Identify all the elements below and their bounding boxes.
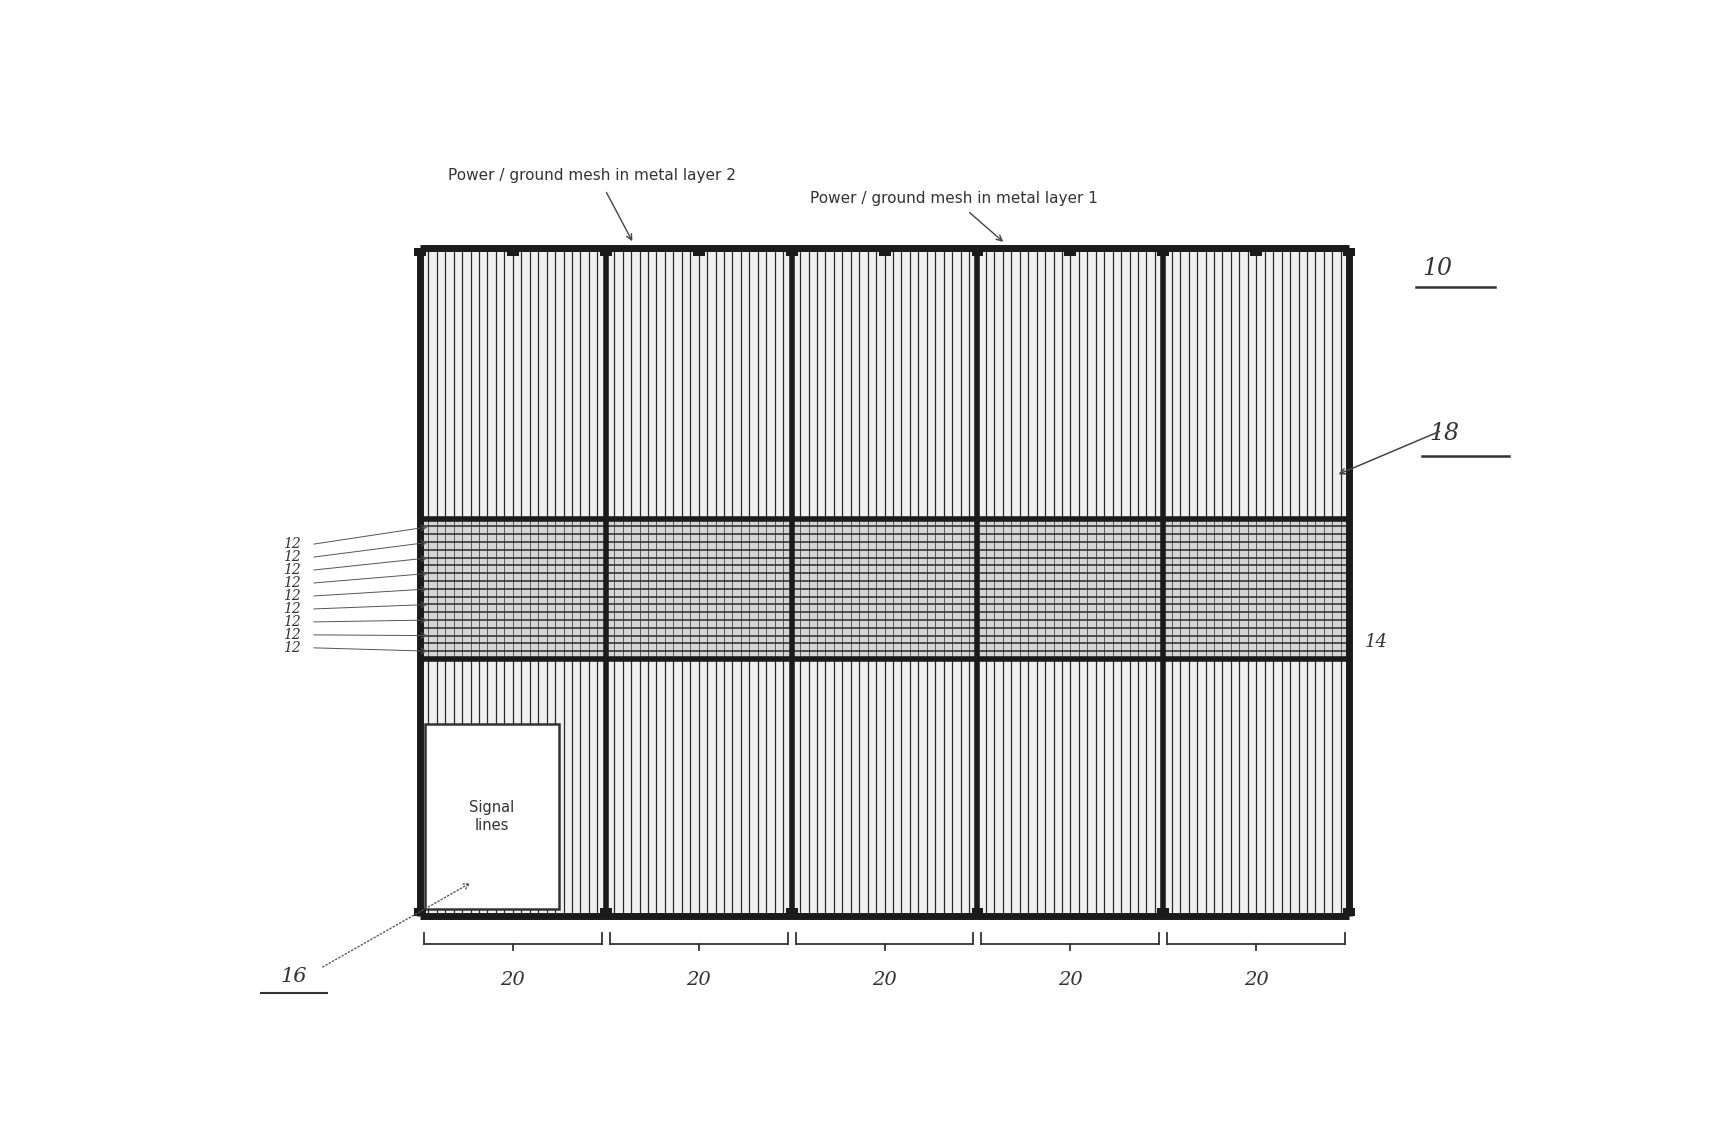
- Text: 12: 12: [283, 576, 300, 591]
- Text: 20: 20: [1244, 971, 1269, 990]
- Bar: [1250, 248, 1262, 256]
- Bar: [420, 248, 1350, 518]
- Bar: [1158, 908, 1170, 916]
- Bar: [1343, 248, 1355, 256]
- Bar: [415, 248, 427, 256]
- Text: 12: 12: [283, 628, 300, 642]
- Bar: [415, 908, 427, 916]
- Text: Power / ground mesh in metal layer 2: Power / ground mesh in metal layer 2: [447, 168, 737, 183]
- Bar: [420, 659, 1350, 916]
- Text: 12: 12: [283, 589, 300, 603]
- Text: 14: 14: [1365, 632, 1388, 650]
- Bar: [1158, 248, 1170, 256]
- Text: 12: 12: [283, 550, 300, 565]
- Text: Signal
lines: Signal lines: [469, 800, 514, 833]
- Text: 10: 10: [1422, 257, 1453, 279]
- Text: 18: 18: [1429, 421, 1459, 445]
- Text: 12: 12: [283, 641, 300, 655]
- Bar: [420, 518, 1350, 659]
- Bar: [425, 724, 558, 909]
- Text: Power / ground mesh in metal layer 1: Power / ground mesh in metal layer 1: [810, 192, 1098, 206]
- Text: 20: 20: [687, 971, 711, 990]
- Text: 20: 20: [1059, 971, 1083, 990]
- Bar: [1343, 908, 1355, 916]
- Text: 12: 12: [283, 538, 300, 551]
- Bar: [692, 248, 704, 256]
- Bar: [600, 908, 612, 916]
- Bar: [786, 908, 798, 916]
- Bar: [879, 248, 891, 256]
- Bar: [971, 248, 983, 256]
- Bar: [507, 248, 519, 256]
- Bar: [1064, 248, 1076, 256]
- Text: 20: 20: [500, 971, 526, 990]
- Text: 16: 16: [281, 967, 307, 986]
- Bar: [786, 248, 798, 256]
- Text: 20: 20: [872, 971, 898, 990]
- Bar: [971, 908, 983, 916]
- Text: 12: 12: [283, 564, 300, 577]
- Text: 12: 12: [283, 602, 300, 616]
- Bar: [600, 248, 612, 256]
- Text: 12: 12: [283, 615, 300, 629]
